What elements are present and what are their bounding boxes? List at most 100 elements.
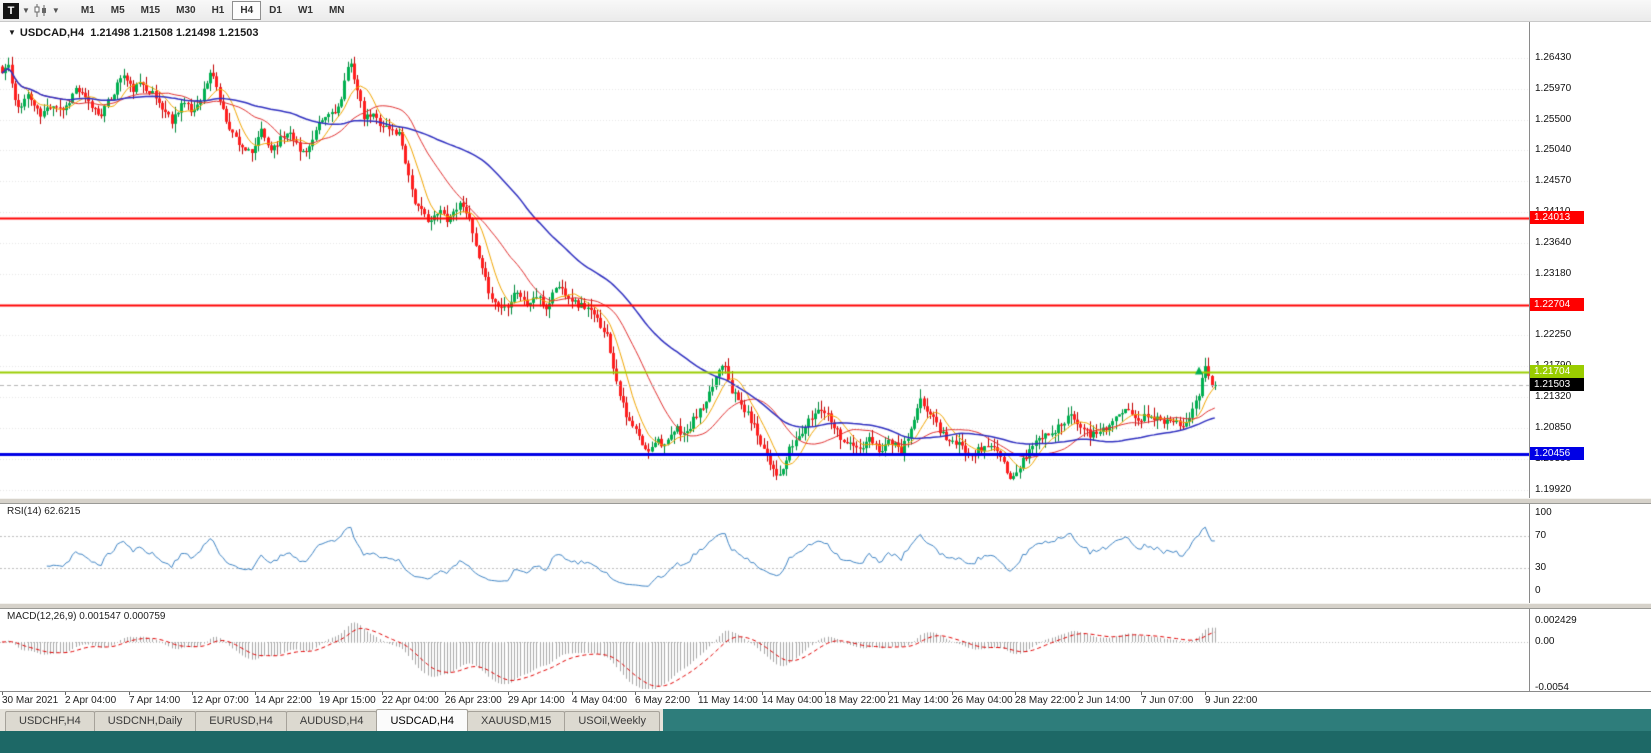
time-label: 7 Apr 14:00 bbox=[129, 695, 181, 706]
price-tick: 1.26430 bbox=[1535, 52, 1572, 63]
price-tick: 1.21320 bbox=[1535, 391, 1572, 403]
time-tick-mark bbox=[1141, 692, 1142, 695]
price-tick: 1.25500 bbox=[1535, 113, 1572, 125]
time-label: 7 Jun 07:00 bbox=[1141, 695, 1194, 706]
main-chart-canvas[interactable] bbox=[0, 22, 1529, 500]
current-price-label: 1.21503 bbox=[1530, 377, 1584, 391]
time-label: 4 May 04:00 bbox=[572, 695, 628, 706]
timeframe-toolbar: M1 M5 M15 M30 H1 H4 D1 W1 MN bbox=[73, 1, 353, 20]
chevron-down-icon[interactable]: ▼ bbox=[51, 6, 60, 15]
time-label: 14 May 04:00 bbox=[762, 695, 823, 706]
rsi-tick: 70 bbox=[1535, 530, 1547, 542]
macd-tick: 0.00 bbox=[1535, 636, 1555, 647]
time-tick-mark bbox=[825, 692, 826, 695]
timeframe-button-m1[interactable]: M1 bbox=[80, 5, 95, 16]
price-axis[interactable]: 1.264301.259701.255001.250401.245701.241… bbox=[1529, 22, 1651, 693]
timeframe-button-w1[interactable]: W1 bbox=[297, 5, 313, 16]
time-label: 21 May 14:00 bbox=[888, 695, 949, 706]
time-tick-mark bbox=[65, 692, 66, 695]
chart-tab-usdchf-h4[interactable]: USDCHF,H4 bbox=[5, 711, 95, 731]
timeframe-button-h4[interactable]: H4 bbox=[232, 1, 262, 20]
level-price-label[interactable]: 1.21704 bbox=[1530, 364, 1584, 378]
time-tick-mark bbox=[1078, 692, 1079, 695]
toolbar: T ▼ ▼ M1 M5 M15 M30 H1 H4 D1 W1 MN bbox=[0, 0, 1651, 22]
rsi-tick: 100 bbox=[1535, 507, 1552, 518]
candlestick-chart-icon[interactable] bbox=[33, 4, 49, 17]
price-tick: 1.23640 bbox=[1535, 237, 1572, 249]
price-tick: 1.25040 bbox=[1535, 144, 1572, 156]
pane-divider[interactable] bbox=[0, 498, 1651, 504]
level-price-label[interactable]: 1.20456 bbox=[1530, 447, 1584, 461]
symbol-header: ▼ USDCAD,H4 1.21498 1.21508 1.21498 1.215… bbox=[8, 27, 258, 39]
time-tick-mark bbox=[1205, 692, 1206, 695]
time-tick-mark bbox=[508, 692, 509, 695]
time-label: 11 May 14:00 bbox=[698, 695, 758, 706]
time-label: 14 Apr 22:00 bbox=[255, 695, 312, 706]
time-tick-mark bbox=[762, 692, 763, 695]
price-tick: 1.25970 bbox=[1535, 82, 1572, 94]
timeframe-button-m30[interactable]: M30 bbox=[176, 5, 196, 16]
time-tick-mark bbox=[572, 692, 573, 695]
time-tick-mark bbox=[445, 692, 446, 695]
time-label: 26 Apr 23:00 bbox=[445, 695, 502, 706]
macd-pane-canvas[interactable] bbox=[0, 608, 1529, 691]
time-tick-mark bbox=[192, 692, 193, 695]
pane-divider[interactable] bbox=[0, 603, 1651, 609]
collapse-triangle-icon[interactable]: ▼ bbox=[8, 28, 16, 37]
timeframe-button-h1[interactable]: H1 bbox=[211, 5, 225, 16]
status-strip bbox=[0, 731, 1651, 753]
time-label: 12 Apr 07:00 bbox=[192, 695, 249, 706]
price-tick: 1.23180 bbox=[1535, 267, 1572, 279]
rsi-tick: 0 bbox=[1535, 585, 1541, 596]
timeframe-button-m15[interactable]: M15 bbox=[140, 5, 161, 16]
time-tick-mark bbox=[2, 692, 3, 695]
chart-tab-usdcad-h4[interactable]: USDCAD,H4 bbox=[376, 709, 469, 731]
chart-tab-audusd-h4[interactable]: AUDUSD,H4 bbox=[285, 711, 378, 731]
price-tick: 1.20850 bbox=[1535, 422, 1572, 434]
symbol-name: USDCAD,H4 bbox=[19, 27, 85, 39]
timeframe-button-m5[interactable]: M5 bbox=[110, 5, 125, 16]
time-tick-mark bbox=[1015, 692, 1016, 695]
rsi-pane-canvas[interactable] bbox=[0, 503, 1529, 604]
chart-tab-usdcnh-daily[interactable]: USDCNH,Daily bbox=[93, 711, 197, 731]
time-tick-mark bbox=[888, 692, 889, 695]
rsi-tick: 30 bbox=[1535, 561, 1547, 573]
price-tick: 1.24570 bbox=[1535, 175, 1572, 187]
time-tick-mark bbox=[129, 692, 130, 695]
timeframe-button-d1[interactable]: D1 bbox=[269, 5, 282, 16]
chart-tab-usoil-weekly[interactable]: USOil,Weekly bbox=[564, 711, 660, 731]
logo-t-icon[interactable]: T bbox=[3, 2, 19, 19]
macd-tick: -0.0054 bbox=[1535, 681, 1569, 693]
macd-tick: 0.002429 bbox=[1535, 615, 1577, 627]
time-label: 2 Jun 14:00 bbox=[1078, 695, 1131, 706]
timeframe-button-mn[interactable]: MN bbox=[328, 5, 345, 16]
chart-tab-bar: USDCHF,H4 USDCNH,Daily EURUSD,H4 AUDUSD,H4 U… bbox=[0, 709, 1651, 731]
rsi-indicator-label: RSI(14) 62.6215 bbox=[7, 506, 81, 517]
time-label: 2 Apr 04:00 bbox=[65, 695, 117, 706]
chart-tab-xauusd-m15[interactable]: XAUUSD,M15 bbox=[467, 711, 566, 731]
time-tick-mark bbox=[255, 692, 256, 695]
chart-tab-eurusd-h4[interactable]: EURUSD,H4 bbox=[195, 711, 287, 731]
time-label: 26 May 04:00 bbox=[952, 695, 1013, 706]
time-tick-mark bbox=[382, 692, 383, 695]
level-price-label[interactable]: 1.24013 bbox=[1530, 211, 1584, 225]
time-label: 19 Apr 15:00 bbox=[319, 695, 376, 706]
level-price-label[interactable]: 1.22704 bbox=[1530, 298, 1584, 312]
time-label: 22 Apr 04:00 bbox=[382, 695, 439, 706]
time-label: 6 May 22:00 bbox=[635, 695, 691, 706]
price-tick: 1.22250 bbox=[1535, 329, 1572, 341]
price-tick: 1.19920 bbox=[1535, 484, 1572, 495]
tab-bar-filler bbox=[662, 709, 1651, 731]
time-label: 28 May 22:00 bbox=[1015, 695, 1076, 706]
chevron-down-icon[interactable]: ▼ bbox=[22, 6, 30, 15]
time-label: 9 Jun 22:00 bbox=[1205, 695, 1258, 706]
ohlc-quotes: 1.21498 1.21508 1.21498 1.21503 bbox=[90, 27, 259, 39]
time-label: 18 May 22:00 bbox=[825, 695, 886, 706]
time-tick-mark bbox=[698, 692, 699, 695]
time-tick-mark bbox=[952, 692, 953, 695]
time-axis[interactable]: 30 Mar 2021 2 Apr 04:00 7 Apr 14:00 12 Apr … bbox=[0, 691, 1651, 709]
macd-indicator-label: MACD(12,26,9) 0.001547 0.000759 bbox=[7, 611, 166, 622]
time-label: 29 Apr 14:00 bbox=[508, 695, 565, 706]
time-tick-mark bbox=[635, 692, 636, 695]
